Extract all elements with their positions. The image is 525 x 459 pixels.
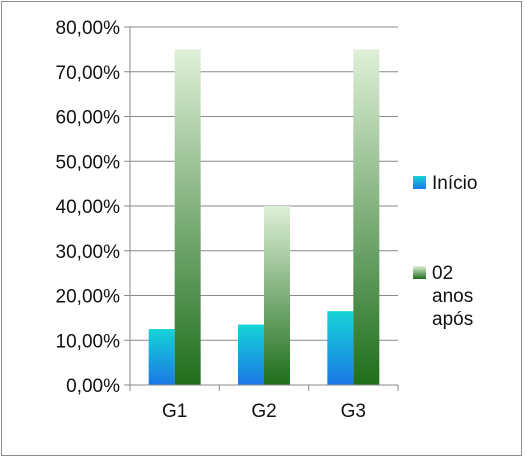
y-tick-label: 80,00% — [56, 18, 121, 39]
bars — [148, 49, 380, 385]
axes: 0,00% 10,00% 20,00% 30,00% 40,00% 50,00% 60,00… — [56, 18, 399, 422]
y-tick-label: 60,00% — [56, 108, 121, 129]
y-tick-label: 50,00% — [56, 152, 121, 173]
x-tick-label: G1 — [162, 401, 187, 422]
y-tick-label: 30,00% — [56, 242, 121, 263]
y-tick-label: 0,00% — [66, 376, 120, 397]
legend-swatch — [413, 266, 426, 279]
legend-label: anos — [432, 286, 473, 307]
bar-series2-g3 — [353, 49, 380, 385]
legend-label: Início — [432, 173, 477, 194]
bar-series2-g2 — [264, 206, 290, 385]
legend-swatch — [413, 176, 426, 189]
bar-series1-g3 — [327, 311, 354, 385]
legend-label: 02 — [432, 263, 453, 284]
y-tick-label: 10,00% — [56, 331, 121, 352]
bar-series1-g2 — [238, 324, 264, 385]
legend-label: após — [432, 309, 473, 330]
x-tick-label: G3 — [341, 401, 366, 422]
y-tick-label: 40,00% — [56, 197, 121, 218]
bar-series2-g1 — [174, 49, 201, 385]
x-tick-label: G2 — [251, 401, 276, 422]
y-tick-label: 70,00% — [56, 63, 121, 84]
bar-series1-g1 — [148, 329, 175, 385]
y-tick-label: 20,00% — [56, 287, 121, 308]
